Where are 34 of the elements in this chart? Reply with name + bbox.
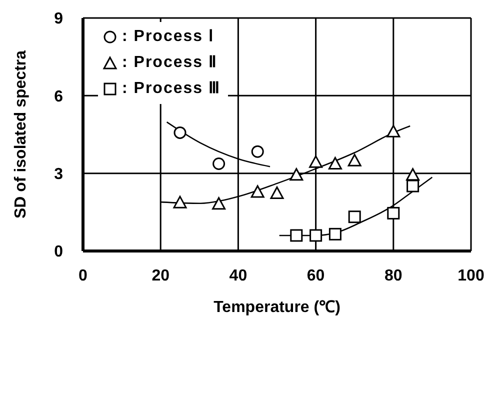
x-tick-label: 80 [384,267,402,284]
x-tick-label: 20 [152,267,170,284]
legend-label: : Process Ⅲ [122,79,220,99]
point [270,186,284,199]
y-tick-label: 9 [54,10,64,28]
x-tick-label: 40 [229,267,248,284]
legend-label: : Process Ⅱ [122,53,218,73]
y-tick-label: 3 [54,166,64,184]
legend-label: : Process Ⅰ [122,27,214,47]
point [290,229,303,242]
point [328,156,342,170]
point [348,210,361,224]
point [387,206,400,220]
point [173,196,187,208]
point [212,197,226,210]
x-axis-title: Temperature (℃) [214,299,340,316]
y-tick-label: 0 [54,244,64,261]
point [250,185,264,198]
point [328,228,342,240]
point [309,155,323,168]
point [290,168,304,181]
point [406,168,420,181]
x-tick-label: 100 [458,267,484,284]
point [386,124,400,138]
point [212,158,226,170]
x-tick-label: 60 [306,267,325,284]
point [174,126,186,139]
point [406,180,420,192]
x-tick-label: 0 [78,267,88,284]
y-axis-title: SD of isolated spectra [12,50,30,219]
point [348,154,362,166]
point [310,229,322,242]
point [251,145,264,158]
y-tick-label: 6 [54,88,64,106]
